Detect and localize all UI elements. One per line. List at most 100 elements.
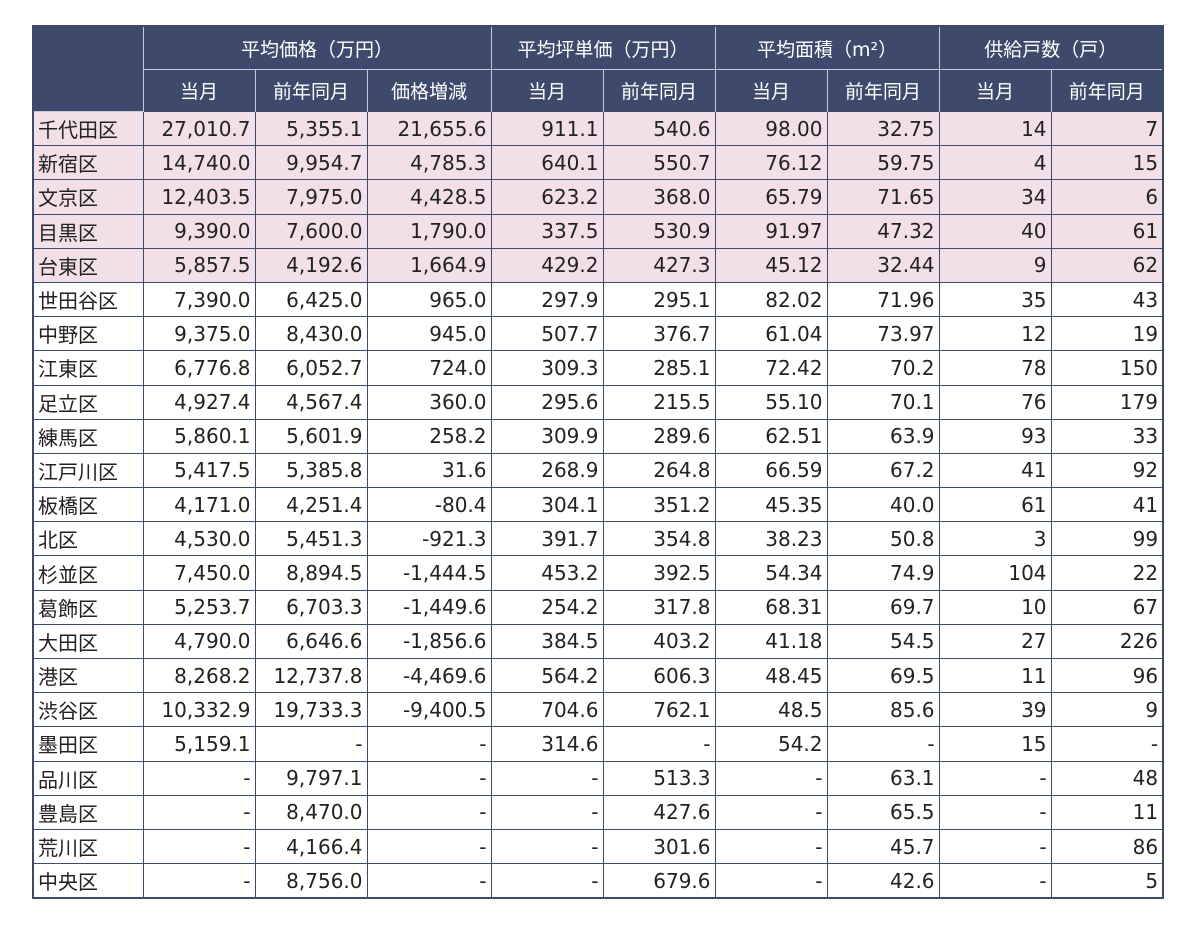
value-cell: 59.75: [826, 145, 940, 181]
value-cell: 61: [938, 487, 1052, 523]
table-row: 中央区 -8,756.0- -679.6-42.6-5: [32, 863, 1164, 899]
value-cell: -1,856.6: [366, 623, 492, 660]
value-cell: 4,166.4: [254, 828, 368, 865]
value-cell: 289.6: [602, 418, 716, 454]
value-cell: 9,375.0: [142, 316, 256, 352]
table-row: 文京区 12,403.5 7,975.0 4,428.5 623.2 368.0 65.79…: [32, 179, 1164, 215]
table-row: 江戸川区 5,417.5 5,385.8 31.6 268.9 264.8 66.59 67.…: [32, 452, 1164, 489]
value-cell: 48.45: [714, 657, 828, 694]
value-cell: 98.00: [714, 110, 828, 147]
corner-cell: [32, 26, 143, 112]
value-cell: 15: [1050, 145, 1164, 181]
value-cell: 63.1: [826, 760, 940, 796]
value-cell: 640.1: [490, 145, 604, 181]
group-header: 平均面積（m²）: [714, 26, 940, 70]
value-cell: 704.6: [490, 692, 604, 728]
value-cell: 61: [1050, 213, 1164, 249]
value-cell: 337.5: [490, 213, 604, 249]
value-cell: 32.75: [826, 110, 940, 147]
table-row: 品川区 -9,797.1- -513.3-63.1-48: [32, 760, 1164, 796]
table-row: 港区 8,268.2 12,737.8 -4,469.6 564.2 606.3 48.45…: [32, 657, 1164, 694]
value-cell: 40.0: [826, 487, 940, 523]
ward-name: 中野区: [32, 316, 144, 352]
ward-name: 北区: [32, 521, 144, 557]
sub-header: 前年同月: [254, 69, 367, 112]
value-cell: -: [142, 863, 256, 899]
value-cell: 7,600.0: [254, 213, 368, 249]
value-cell: 540.6: [602, 110, 716, 147]
value-cell: 71.96: [826, 281, 940, 318]
value-cell: 6,646.6: [254, 623, 368, 660]
value-cell: 40: [938, 213, 1052, 249]
value-cell: 215.5: [602, 384, 716, 420]
value-cell: -: [366, 863, 492, 899]
value-cell: 226: [1050, 623, 1164, 660]
value-cell: 34: [938, 179, 1052, 215]
value-cell: 911.1: [490, 110, 604, 147]
value-cell: 45.12: [714, 247, 828, 283]
value-cell: 54.2: [714, 726, 828, 762]
value-cell: 15: [938, 726, 1052, 762]
value-cell: 99: [1050, 521, 1164, 557]
value-cell: 5,253.7: [142, 589, 256, 625]
value-cell: 301.6: [602, 828, 716, 865]
value-cell: 27,010.7: [142, 110, 256, 147]
value-cell: 4,567.4: [254, 384, 368, 420]
value-cell: 5,601.9: [254, 418, 368, 454]
header-sub-row: 当月 前年同月 価格増減 当月 前年同月 当月 前年同月 当月 前年同月: [33, 69, 1164, 112]
value-cell: -: [490, 760, 604, 796]
value-cell: 6,776.8: [142, 350, 256, 386]
sub-header: 前年同月: [602, 69, 716, 112]
value-cell: 62: [1050, 247, 1164, 283]
value-cell: 70.2: [826, 350, 940, 386]
value-cell: 392.5: [602, 555, 716, 591]
value-cell: 54.5: [826, 623, 940, 660]
value-cell: 285.1: [602, 350, 716, 386]
value-cell: 27: [938, 623, 1052, 660]
value-cell: 5,417.5: [142, 452, 256, 489]
value-cell: 8,268.2: [142, 657, 256, 694]
value-cell: 258.2: [366, 418, 492, 454]
value-cell: 6,425.0: [254, 281, 368, 318]
value-cell: -: [602, 726, 716, 762]
value-cell: 507.7: [490, 316, 604, 352]
ward-name: 大田区: [32, 623, 144, 660]
value-cell: 62.51: [714, 418, 828, 454]
ward-name: 板橋区: [32, 487, 144, 523]
value-cell: 4,530.0: [142, 521, 256, 557]
value-cell: 8,756.0: [254, 863, 368, 899]
ward-name: 台東区: [32, 247, 144, 283]
value-cell: -: [714, 863, 828, 899]
value-cell: 38.23: [714, 521, 828, 557]
value-cell: 12,737.8: [254, 657, 368, 694]
value-cell: 254.2: [490, 589, 604, 625]
value-cell: 45.7: [826, 828, 940, 865]
table-row: 杉並区 7,450.0 8,894.5 -1,444.5 453.2 392.5 54.34…: [32, 555, 1164, 591]
value-cell: -: [714, 828, 828, 865]
value-cell: -: [938, 863, 1052, 899]
value-cell: 74.9: [826, 555, 940, 591]
value-cell: 19,733.3: [254, 692, 368, 728]
value-cell: 4,785.3: [366, 145, 492, 181]
value-cell: 91.97: [714, 213, 828, 249]
value-cell: -: [142, 828, 256, 865]
value-cell: -4,469.6: [366, 657, 492, 694]
table-row: 目黒区 9,390.0 7,600.0 1,790.0 337.5 530.9 91.97 4…: [32, 213, 1164, 249]
value-cell: 14: [938, 110, 1052, 147]
value-cell: 5,385.8: [254, 452, 368, 489]
table-row: 足立区 4,927.4 4,567.4 360.0 295.6 215.5 55.10 70.…: [32, 384, 1164, 420]
ward-name: 目黒区: [32, 213, 144, 249]
value-cell: 8,894.5: [254, 555, 368, 591]
value-cell: 93: [938, 418, 1052, 454]
value-cell: 9,954.7: [254, 145, 368, 181]
value-cell: 391.7: [490, 521, 604, 557]
value-cell: 48: [1050, 760, 1164, 796]
value-cell: 35: [938, 281, 1052, 318]
value-cell: 7: [1050, 110, 1164, 147]
value-cell: 179: [1050, 384, 1164, 420]
value-cell: 69.7: [826, 589, 940, 625]
value-cell: 5,451.3: [254, 521, 368, 557]
ward-name: 杉並区: [32, 555, 144, 591]
value-cell: 4,251.4: [254, 487, 368, 523]
